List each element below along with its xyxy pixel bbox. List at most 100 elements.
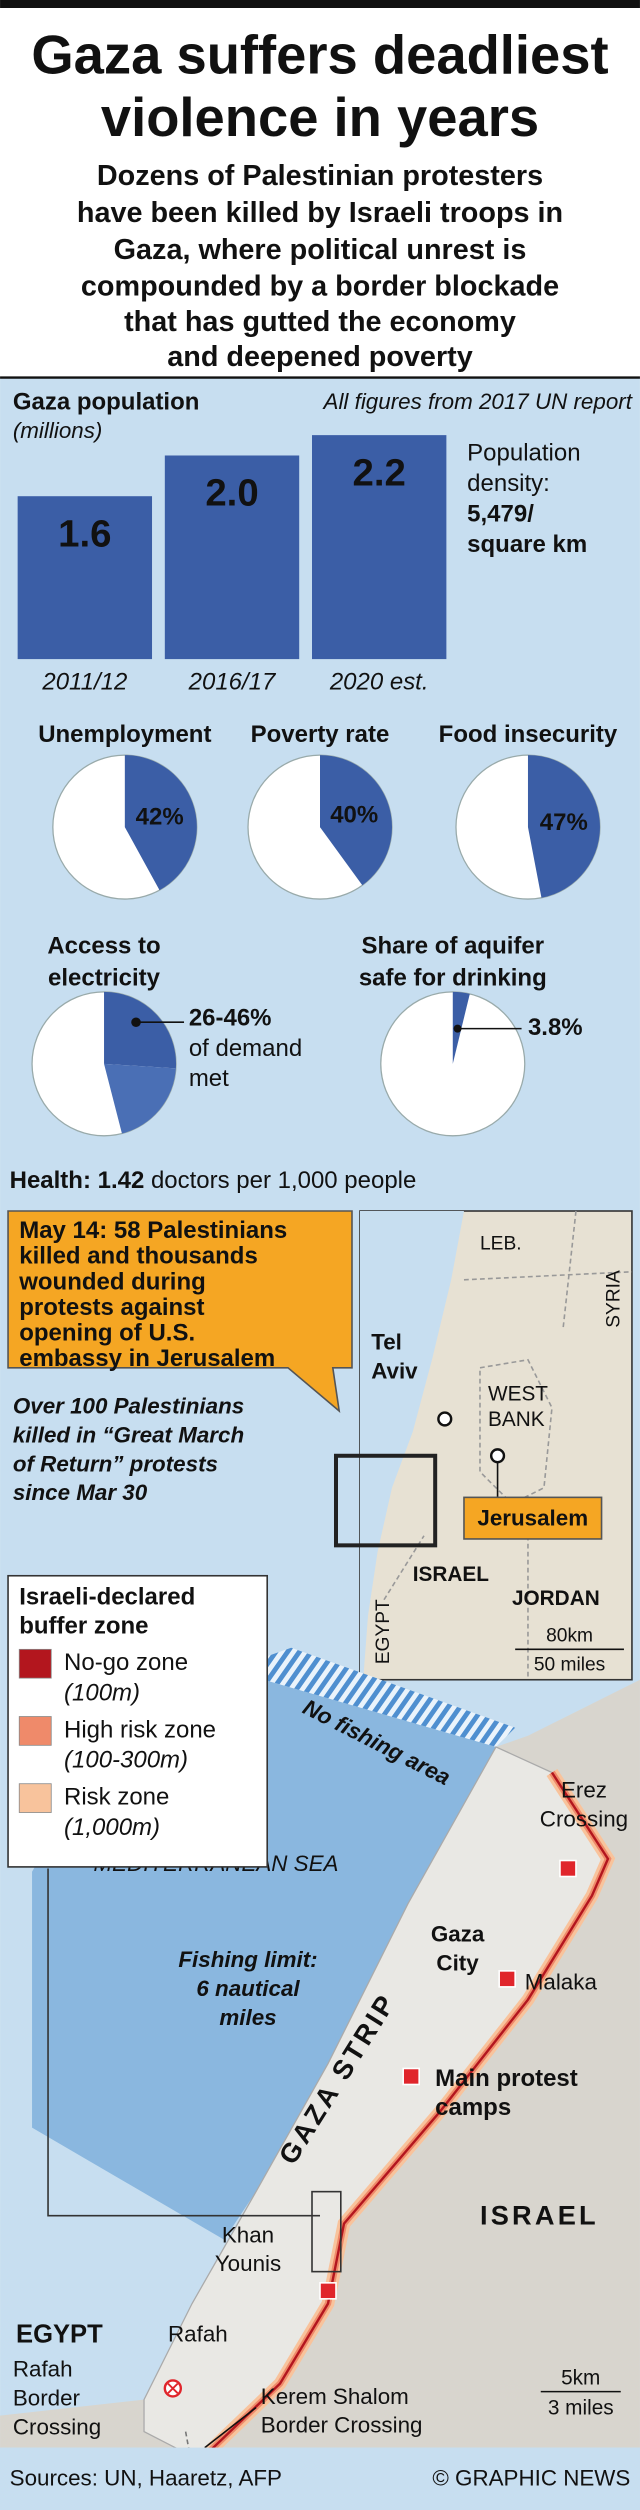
legend-swatch [18,1716,52,1746]
value-label: 3.8% [528,1014,583,1041]
health-label: Health: [10,1168,91,1195]
inset-label: LEB. [480,1234,522,1255]
crossing-marker [167,2382,179,2394]
map-label: EGYPT [16,2320,103,2348]
subtitle: Dozens of Palestinian protesters [97,160,543,192]
inset-label: BANK [488,1408,545,1431]
map-label: Border Crossing [261,2413,423,2438]
note: All figures from 2017 UN report [322,389,633,414]
title: violence in years [101,87,539,148]
inset-label: EGYPT [373,1599,394,1664]
note-text: since Mar 30 [13,1480,148,1505]
inset-map: LEB. SYRIA Tel Aviv WEST BANK Jerusalem … [333,1210,633,1681]
category-label: 2011/12 [41,668,127,695]
map-label: Rafah [13,2357,73,2382]
note-text: killed in “Great March [13,1422,244,1447]
density-value: 5,479/ [467,500,534,527]
credit: © GRAPHIC NEWS [432,2466,630,2491]
value-label: 40% [330,801,378,828]
sources: Sources: UN, Haaretz, AFP [10,2466,282,2491]
legend-label: No-go zone [64,1649,188,1676]
legend-label: Risk zone [64,1783,169,1810]
callout-text: wounded during [18,1268,206,1295]
chart-title: Gaza population [13,388,200,415]
inset-label: Jerusalem [477,1506,588,1531]
footer [0,2447,640,2510]
inset-label: Aviv [371,1359,418,1384]
value-label: 42% [136,803,184,830]
chart-title: safe for drinking [359,964,547,991]
value-label: 1.6 [58,512,111,555]
callout-text: embassy in Jerusalem [19,1345,275,1372]
map-scale: 3 miles [548,2397,614,2420]
callout-text: opening of U.S. [19,1320,195,1347]
callout-text: May 14: 58 Palestinians [19,1217,287,1244]
inset-scale: 50 miles [534,1654,605,1675]
legend-range: (100-300m) [64,1747,188,1774]
map-label: Border [13,2386,81,2411]
health-value: 1.42 [98,1168,145,1195]
location-marker [319,2282,337,2300]
bar [312,435,447,660]
value-label: 2.0 [205,472,258,515]
map-label: Malaka [525,1970,598,1995]
map-label: Gaza [431,1922,485,1947]
subtitle: and deepened poverty [167,341,472,373]
map-label: Main protest [435,2065,578,2092]
leader [204,2406,257,2449]
map-label: 6 nautical [196,1976,300,2001]
detail-box [311,2190,342,2273]
pie-slice [104,1063,176,1134]
chart-subtitle: (millions) [13,418,103,443]
map-label: Rafah [168,2322,228,2347]
value-label: 47% [540,809,588,836]
bar [17,496,153,660]
category-label: 2020 est. [329,668,429,695]
health-text: doctors per 1,000 people [151,1168,416,1195]
inset-label: Tel [371,1330,402,1355]
subtitle: compounded by a border blockade [81,271,559,303]
map-label: ISRAEL [480,2199,599,2230]
subtitle: have been killed by Israeli troops in [77,197,563,229]
chart-title: Unemployment [38,721,211,748]
chart-title: Poverty rate [251,721,390,748]
subtitle: Gaza, where political unrest is [114,234,527,266]
map-label: Crossing [13,2414,101,2439]
connector [47,1868,320,2217]
city-dot [437,1411,453,1427]
zoom-box [333,1453,438,1548]
legend-range: (100m) [64,1679,140,1706]
bar [164,455,300,660]
chart-title: electricity [48,964,161,991]
legend: Israeli-declared buffer zone No-go zone (… [7,1574,269,1868]
density-unit: square km [467,531,587,558]
inset-label: JORDAN [512,1587,600,1610]
pie-slice [320,755,392,886]
city-dot [489,1448,506,1464]
legend-title: buffer zone [19,1612,148,1639]
location-marker [559,1859,577,1878]
map-label: camps [435,2094,511,2121]
legend-swatch [18,1783,52,1813]
health: Health: 1.42 doctors per 1,000 people [10,1168,417,1195]
density-label: Population [467,440,580,467]
jerusalem-box [463,1496,603,1540]
map-label: City [436,1950,479,1975]
chart-title: Food insecurity [439,721,618,748]
map-scale: 5km [561,2366,600,2389]
note-text: of Return” protests [13,1451,218,1476]
no-fishing-area [264,1647,516,1747]
map-label: Erez [561,1778,607,1803]
inset-sea [359,1211,464,1680]
inset-label: SYRIA [603,1270,624,1328]
map-label: Crossing [540,1806,628,1831]
chart-title: Share of aquifer [361,932,544,959]
map-label: miles [219,2005,276,2030]
value-label: 26-46% [189,1004,272,1031]
legend-swatch [18,1648,52,1679]
callout [7,1210,353,1413]
inset-label: WEST [488,1382,548,1405]
callout-text: protests against [19,1294,204,1321]
inset-border [383,1210,632,1680]
